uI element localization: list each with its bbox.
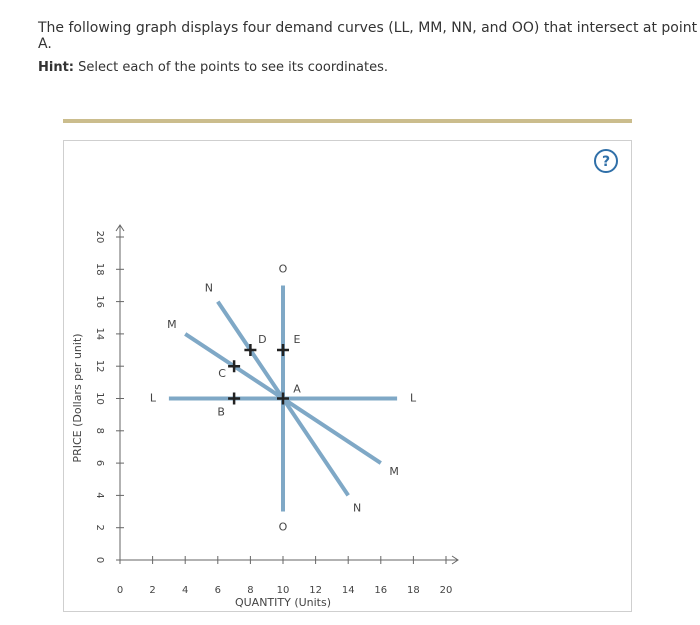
x-tick-label: 8 <box>247 585 253 596</box>
help-icon[interactable]: ? <box>602 154 610 170</box>
hint: Hint: Select each of the points to see i… <box>38 60 388 75</box>
point-label: D <box>258 333 266 346</box>
x-tick-label: 4 <box>182 585 188 596</box>
y-axis-title: PRICE (Dollars per unit) <box>71 333 84 462</box>
y-tick-label: 18 <box>94 263 105 276</box>
hint-text: Select each of the points to see its coo… <box>78 60 389 75</box>
curve-label: N <box>353 502 361 515</box>
curve-label: M <box>167 318 177 331</box>
x-tick-label: 0 <box>117 585 123 596</box>
x-axis-arrow <box>451 555 459 565</box>
y-tick-label: 14 <box>94 328 105 341</box>
x-tick-label: 6 <box>215 585 221 596</box>
curve-label: N <box>205 281 213 294</box>
x-tick-label: 2 <box>149 585 155 596</box>
y-tick-label: 12 <box>94 360 105 373</box>
y-tick-label: 2 <box>94 525 105 531</box>
y-axis-arrow <box>115 224 125 232</box>
y-tick-label: 8 <box>94 428 105 434</box>
panel <box>63 140 632 612</box>
point[interactable] <box>244 344 257 357</box>
hint-label: Hint: <box>38 60 75 75</box>
y-tick-label: 4 <box>94 492 105 498</box>
point-cross <box>228 360 241 373</box>
point[interactable] <box>228 360 241 373</box>
curve-label: O <box>279 521 288 534</box>
curve-label: O <box>279 262 288 275</box>
y-tick-label: 6 <box>94 460 105 466</box>
point[interactable] <box>277 392 289 405</box>
point-label: A <box>293 383 301 396</box>
x-axis-title: QUANTITY (Units) <box>235 596 331 609</box>
point-cross <box>277 392 289 405</box>
point-cross <box>277 344 289 357</box>
point-cross <box>228 392 241 405</box>
y-tick-label: 10 <box>94 392 105 405</box>
y-tick-label: 20 <box>94 231 105 244</box>
y-tick-label: 0 <box>94 557 105 563</box>
curve-label: M <box>389 465 399 478</box>
curve-label: L <box>410 392 417 405</box>
x-tick-label: 10 <box>277 585 290 596</box>
help-button[interactable] <box>594 149 618 173</box>
x-tick-label: 18 <box>407 585 420 596</box>
question: The following graph displays four demand… <box>38 20 698 52</box>
x-tick-label: 16 <box>374 585 387 596</box>
point[interactable] <box>228 392 241 405</box>
point[interactable] <box>277 344 289 357</box>
point-label: E <box>294 333 301 346</box>
point-label: C <box>218 367 226 380</box>
curve-label: L <box>150 392 157 405</box>
point-label: B <box>217 406 225 419</box>
y-tick-label: 16 <box>94 295 105 308</box>
x-tick-label: 12 <box>309 585 322 596</box>
x-tick-label: 14 <box>342 585 355 596</box>
point-cross <box>244 344 257 357</box>
x-tick-label: 20 <box>440 585 453 596</box>
